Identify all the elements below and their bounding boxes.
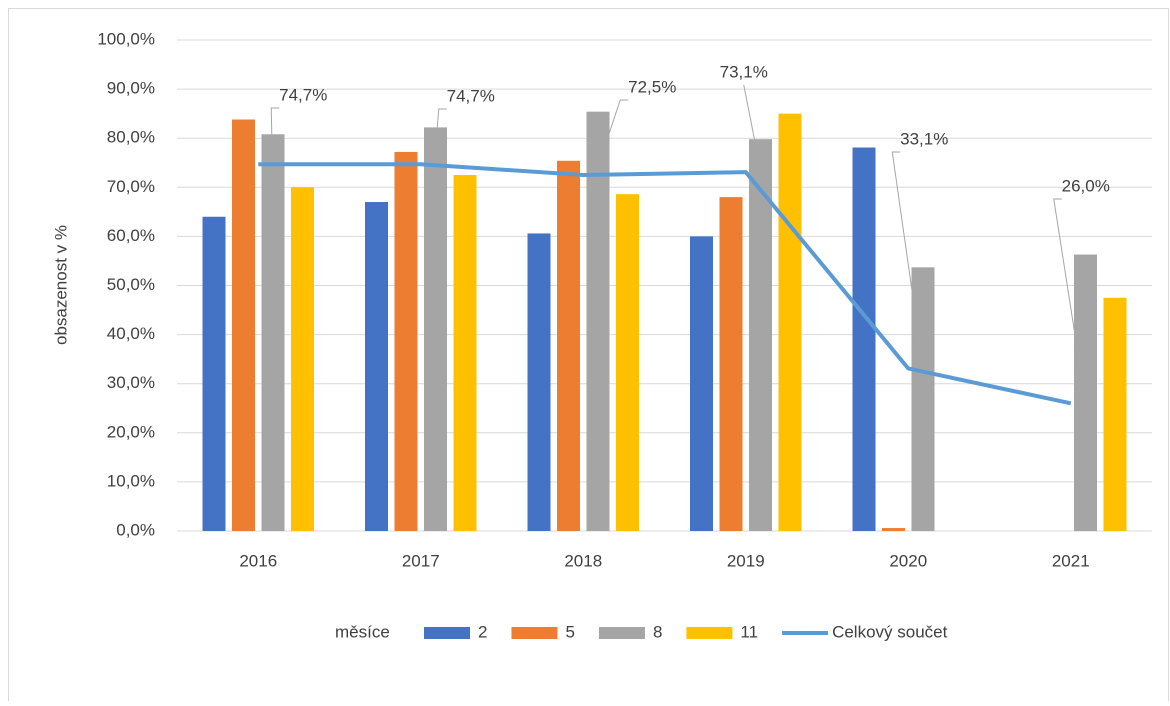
bar: [261, 134, 285, 531]
y-tick-label: 40,0%: [107, 324, 155, 343]
y-tick-label: 30,0%: [107, 373, 155, 392]
legend-swatch: [686, 627, 733, 639]
bar: [616, 194, 639, 531]
bar: [1074, 254, 1097, 531]
legend-label: 5: [565, 622, 574, 641]
y-axis-label: obsazenost v %: [51, 225, 70, 345]
x-tick-label: 2020: [889, 551, 927, 570]
bar: [852, 147, 876, 532]
y-tick-label: 50,0%: [107, 275, 155, 294]
line: [258, 162, 1072, 406]
data-label: 74,7%: [279, 85, 327, 104]
legend-label: 8: [653, 622, 662, 641]
y-tick-label: 10,0%: [107, 471, 155, 490]
data-label: 74,7%: [447, 86, 495, 105]
bar: [232, 119, 255, 532]
y-tick-label: 100,0%: [97, 29, 155, 48]
legend-swatch: [424, 627, 470, 639]
y-tick-label: 60,0%: [107, 226, 155, 245]
y-tick-label: 20,0%: [107, 422, 155, 441]
x-tick-label: 2018: [564, 551, 602, 570]
x-tick-label: 2017: [402, 551, 440, 570]
data-label: 72,5%: [628, 77, 676, 96]
bar: [911, 267, 935, 531]
y-tick-label: 0,0%: [116, 520, 155, 539]
leader-line: [270, 107, 280, 159]
y-tick-label: 90,0%: [107, 79, 155, 98]
bar: [586, 111, 610, 531]
bar: [202, 216, 226, 531]
legend-label: 11: [740, 622, 758, 641]
bar: [424, 127, 447, 531]
bar: [365, 202, 388, 531]
bar: [882, 528, 905, 531]
leader-line: [891, 151, 923, 363]
bar: [778, 113, 802, 532]
bar: [749, 139, 772, 531]
x-tick-label: 2021: [1052, 551, 1090, 570]
y-tick-label: 70,0%: [107, 177, 155, 196]
legend-title: měsíce: [335, 622, 390, 641]
legend-label: 2: [478, 622, 487, 641]
data-label: 26,0%: [1062, 176, 1110, 195]
legend-label: Celkový součet: [832, 622, 948, 641]
bar: [719, 197, 743, 531]
y-tick-label: 80,0%: [107, 128, 155, 147]
bar: [1103, 297, 1127, 531]
bar: [527, 233, 551, 532]
leader-line: [596, 99, 629, 170]
legend-swatch: [598, 627, 645, 639]
leader-line: [743, 84, 761, 167]
bar: [453, 175, 477, 531]
leader-line: [434, 108, 447, 159]
bar: [394, 151, 418, 531]
bar: [690, 236, 713, 531]
data-label: 73,1%: [720, 62, 768, 81]
legend-swatch: [511, 627, 558, 639]
bar: [291, 187, 314, 532]
bar: [557, 160, 580, 531]
x-tick-label: 2019: [727, 551, 765, 570]
x-tick-label: 2016: [239, 551, 277, 570]
data-label: 33,1%: [900, 129, 948, 148]
leader-line: [1053, 198, 1086, 398]
